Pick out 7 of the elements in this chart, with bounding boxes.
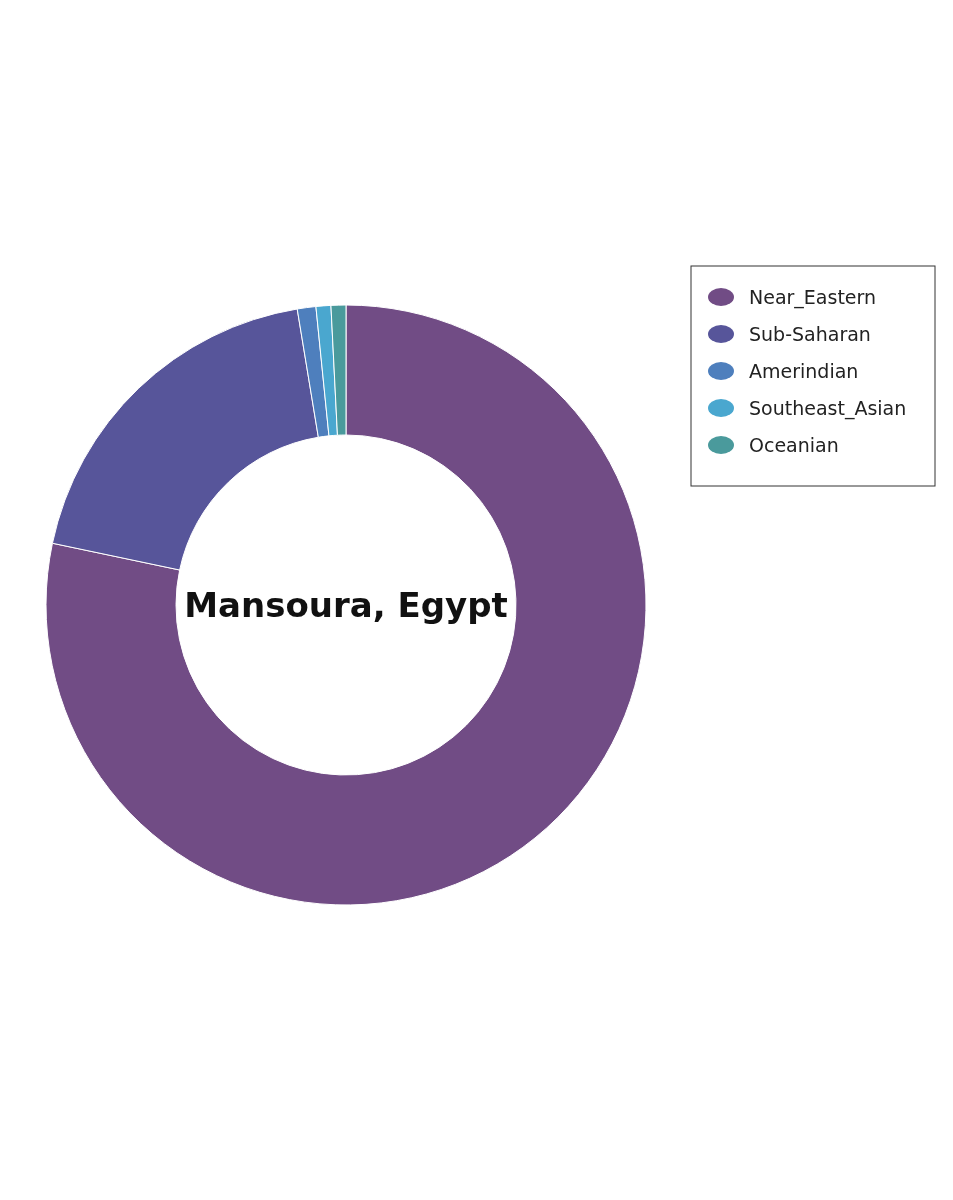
legend-label: Sub-Saharan xyxy=(749,323,871,345)
donut-slice xyxy=(45,304,647,906)
text: Mansoura, Egypt xyxy=(184,585,508,625)
legend-label: Southeast_Asian xyxy=(749,397,907,420)
legend-label: Oceanian xyxy=(749,434,839,456)
legend-label: Amerindian xyxy=(749,360,859,382)
legend-label: Near_Eastern xyxy=(749,286,877,309)
